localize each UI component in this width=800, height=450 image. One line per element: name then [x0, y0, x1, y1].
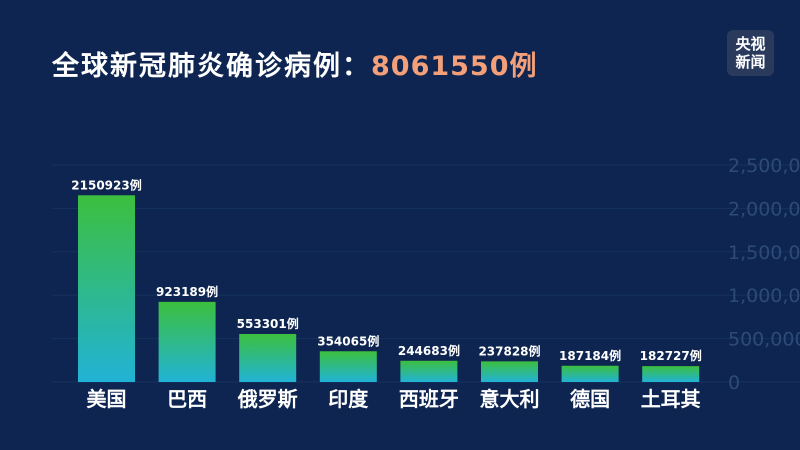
y-tick-label: 2,500,000 — [728, 155, 800, 177]
data-label: 354065例 — [317, 333, 379, 348]
bar — [561, 365, 619, 382]
data-labels: 2150923例 923189例 553301例 354065例 244683例 2378… — [71, 177, 701, 363]
data-label: 2150923例 — [71, 177, 141, 192]
y-tick-label: 1,000,000 — [728, 285, 800, 307]
logo-line1: 央视 — [735, 35, 766, 53]
category-labels: 美国 巴西 俄罗斯 印度 西班牙 意大利 德国 土耳其 — [87, 387, 701, 411]
category-label: 印度 — [328, 387, 369, 411]
data-label: 237828例 — [478, 343, 540, 358]
y-tick-label: 0 — [728, 372, 740, 394]
logo-line2: 新闻 — [735, 53, 766, 71]
category-label: 巴西 — [167, 387, 207, 411]
data-label: 923189例 — [156, 284, 218, 299]
y-tick-label: 1,500,000 — [728, 242, 800, 264]
data-label: 244683例 — [398, 343, 460, 358]
page-title: 全球新冠肺炎确诊病例：8061550例 — [52, 44, 538, 83]
bar — [78, 195, 135, 382]
category-label: 西班牙 — [399, 387, 459, 411]
bar — [400, 360, 458, 382]
y-axis-ticks: 0 500,000 1,000,000 1,500,000 2,000,000 2,500… — [728, 155, 800, 394]
category-label: 美国 — [87, 387, 127, 411]
y-tick-label: 500,000 — [728, 329, 800, 351]
category-label: 意大利 — [480, 387, 540, 411]
cctv-news-logo: 央视 新闻 — [727, 30, 774, 76]
bar — [642, 366, 700, 382]
bar — [319, 351, 377, 382]
bar — [158, 301, 216, 382]
data-label: 553301例 — [237, 316, 299, 331]
data-label: 187184例 — [559, 348, 621, 363]
bar — [239, 333, 297, 382]
data-label: 182727例 — [640, 348, 702, 363]
total-cases: 8061550例 — [371, 51, 538, 82]
category-label: 俄罗斯 — [237, 387, 298, 411]
bars — [78, 195, 700, 382]
category-label: 土耳其 — [641, 387, 701, 411]
title-prefix: 全球新冠肺炎确诊病例： — [52, 51, 371, 82]
y-tick-label: 2,000,000 — [728, 198, 800, 220]
category-label: 德国 — [570, 387, 610, 411]
bar — [481, 361, 538, 382]
